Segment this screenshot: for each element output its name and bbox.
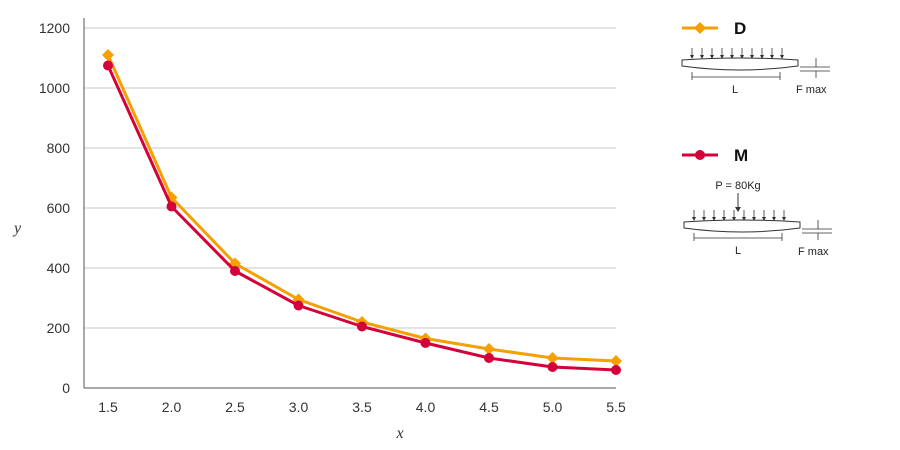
x-tick-labels: 1.5 2.0 2.5 3.0 3.5 4.0 4.5 5.0 5.5 [98, 399, 626, 415]
x-tick-label: 1.5 [98, 399, 118, 415]
beam-m-load-arrowhead [735, 207, 741, 212]
beam-m-load-label: P = 80Kg [715, 180, 760, 192]
y-tick-label: 1000 [39, 80, 70, 96]
series-m-point [357, 321, 367, 332]
series-m-point [293, 300, 304, 311]
beam-m-load-arrow-head [752, 217, 756, 221]
beam-m-load-arrow-head [722, 217, 726, 221]
legend-m-label: M [734, 146, 748, 165]
series-m-point [420, 338, 431, 348]
beam-d-load-arrow-head [710, 55, 714, 59]
series-d-point [102, 49, 114, 61]
legend-entry-m: M [682, 146, 748, 165]
x-tick-label: 5.5 [606, 399, 626, 415]
series-group [102, 49, 622, 375]
x-axis-label: x [395, 425, 403, 442]
y-tick-label: 0 [62, 380, 70, 396]
series-m-point [230, 266, 240, 276]
x-tick-label: 3.0 [289, 399, 309, 415]
axes [83, 18, 616, 389]
legend-entry-d: D [682, 19, 746, 38]
beam-d-load-arrow-head [690, 55, 694, 59]
beam-m-load-arrow-head [782, 217, 786, 221]
beam-m-load-arrows [692, 210, 786, 221]
beam-m-deflection-label: F max [798, 246, 829, 258]
y-tick-label: 200 [47, 320, 71, 336]
series-m-point [611, 365, 621, 375]
beam-m-load-arrow-head [772, 217, 776, 221]
y-tick-labels: 0 200 400 600 800 1000 1200 [39, 20, 70, 396]
y-tick-label: 600 [47, 200, 71, 216]
x-tick-label: 5.0 [543, 399, 563, 415]
beam-d-load-arrow-head [780, 55, 784, 59]
series-m-point [547, 362, 558, 372]
beam-m-length-label: L [735, 245, 741, 257]
series-m-point [484, 353, 494, 363]
beam-m-load-arrow-head [702, 217, 706, 221]
x-tick-label: 2.0 [162, 399, 182, 415]
series-d-point [546, 352, 559, 364]
y-tick-label: 800 [47, 140, 71, 156]
legend-m-marker [695, 150, 705, 160]
beam-d-load-arrows [690, 48, 784, 59]
beam-m-load-arrow-head [742, 217, 746, 221]
y-tick-label: 1200 [39, 20, 70, 36]
beam-d-length-label: L [732, 84, 738, 96]
beam-d-load-arrow-head [730, 55, 734, 59]
beam-m-load-arrow-head [712, 217, 716, 221]
x-tick-label: 2.5 [225, 399, 245, 415]
beam-m-load-arrow-head [732, 217, 736, 221]
y-tick-label: 400 [47, 260, 71, 276]
legend-d-marker [694, 22, 706, 34]
y-axis-label: y [12, 220, 22, 237]
beam-d-load-arrow-head [760, 55, 764, 59]
x-tick-label: 3.5 [352, 399, 372, 415]
series-m-point [166, 201, 177, 212]
beam-d-load-arrow-head [770, 55, 774, 59]
x-tick-label: 4.0 [416, 399, 436, 415]
beam-d-deflection-label: F max [796, 84, 827, 96]
beam-m-shape [683, 219, 801, 233]
beam-d-load-arrow-head [740, 55, 744, 59]
beam-d-load-arrow-head [700, 55, 704, 59]
beam-d-load-arrow-head [750, 55, 754, 59]
series-m-point [103, 60, 113, 71]
beam-m-load-arrow-head [692, 217, 696, 221]
beam-d-load-arrow-head [720, 55, 724, 59]
beam-diagram-d: L F max [681, 48, 830, 96]
beam-m-load-arrow-head [762, 217, 766, 221]
beam-diagram-m: P = 80Kg L F max [683, 180, 832, 258]
x-tick-label: 4.5 [479, 399, 499, 415]
series-d-point [610, 355, 622, 367]
legend-d-label: D [734, 19, 746, 38]
beam-d-shape [681, 57, 799, 71]
series-d-point [483, 343, 495, 355]
